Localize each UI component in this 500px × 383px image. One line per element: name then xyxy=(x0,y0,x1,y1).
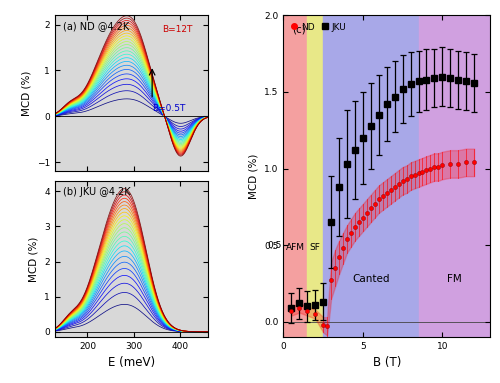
Text: B=12T: B=12T xyxy=(162,26,192,34)
Y-axis label: MCD (%): MCD (%) xyxy=(248,154,258,199)
Y-axis label: MCD (%): MCD (%) xyxy=(22,71,32,116)
Text: SF: SF xyxy=(310,243,320,252)
Bar xyxy=(418,15,490,337)
Y-axis label: MCD (%): MCD (%) xyxy=(29,236,39,282)
Text: (c): (c) xyxy=(292,25,306,35)
Bar xyxy=(308,15,323,337)
Text: FM: FM xyxy=(447,274,462,284)
Legend: ND, JKU: ND, JKU xyxy=(287,19,350,35)
Text: 0.5: 0.5 xyxy=(267,241,281,250)
X-axis label: E (meV): E (meV) xyxy=(108,357,155,370)
Text: B=0.5T: B=0.5T xyxy=(152,104,186,113)
Text: (b) JKU @4.2K: (b) JKU @4.2K xyxy=(62,187,130,197)
Text: Canted: Canted xyxy=(352,274,390,284)
Text: (a) ND @4.2K: (a) ND @4.2K xyxy=(62,21,129,31)
X-axis label: B (T): B (T) xyxy=(372,357,401,370)
Bar xyxy=(323,15,418,337)
Bar xyxy=(284,15,308,337)
Text: AFM: AFM xyxy=(286,243,305,252)
